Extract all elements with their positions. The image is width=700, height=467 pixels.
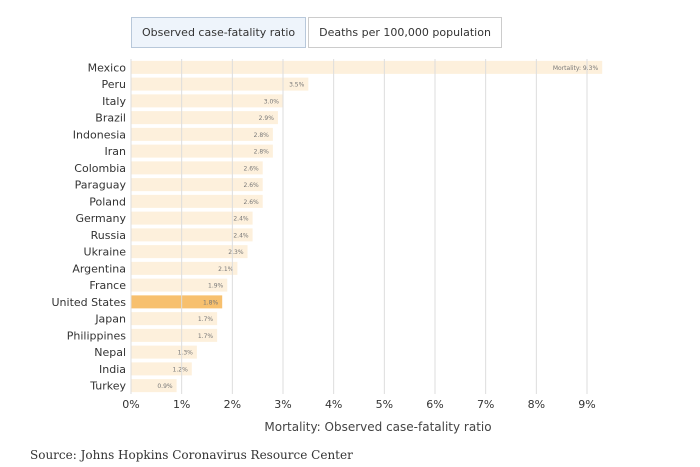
category-label: Ukraine (84, 246, 127, 259)
bar-germany (131, 211, 253, 225)
data-label: 3.0% (264, 98, 280, 105)
bar-colombia (131, 161, 263, 175)
data-label: Mortality: 9.3% (553, 65, 599, 72)
tab-deaths-per-100k[interactable]: Deaths per 100,000 population (308, 17, 502, 48)
data-label: 1.3% (178, 350, 194, 357)
data-label: 2.6% (243, 182, 259, 189)
data-label: 1.7% (198, 316, 214, 323)
bar-philippines (131, 328, 218, 342)
bar-paraguay (131, 178, 263, 192)
bar-poland (131, 194, 263, 208)
category-label: Philippines (67, 329, 127, 342)
data-label: 2.9% (259, 115, 275, 122)
category-label: Paraguay (75, 179, 127, 192)
category-label: Turkey (89, 380, 126, 393)
category-label: France (89, 279, 126, 292)
x-tick-label: 7% (477, 398, 494, 411)
source-caption: Source: Johns Hopkins Coronavirus Resour… (30, 448, 353, 462)
x-axis-title: Mortality: Observed case-fatality ratio (264, 420, 491, 434)
bar-india (131, 362, 192, 376)
bar-mexico (131, 60, 603, 74)
category-label: Mexico (88, 61, 127, 74)
data-label: 2.1% (218, 266, 234, 273)
x-tick-label: 8% (528, 398, 545, 411)
category-label: India (99, 363, 126, 376)
category-label: Argentina (72, 262, 126, 275)
category-label: United States (52, 296, 127, 309)
data-label: 1.2% (173, 366, 189, 373)
category-label: Nepal (94, 346, 126, 359)
bar-russia (131, 228, 253, 242)
data-label: 3.5% (289, 82, 305, 89)
metric-tabs: Observed case-fatality ratio Deaths per … (131, 17, 502, 48)
category-label: Russia (91, 229, 126, 242)
bar-indonesia (131, 127, 273, 141)
data-label: 1.7% (198, 333, 214, 340)
bar-ukraine (131, 245, 248, 259)
category-label: Brazil (95, 112, 126, 125)
bar-brazil (131, 111, 278, 125)
x-tick-label: 9% (578, 398, 595, 411)
data-label: 2.6% (243, 199, 259, 206)
mortality-bar-chart: Mexico Mortality: 9.3% Peru 3.5% Italy 3.0% Br… (52, 59, 603, 434)
x-tick-label: 5% (376, 398, 393, 411)
bar-turkey (131, 379, 177, 393)
data-label: 2.3% (228, 249, 244, 256)
bar-united-states (131, 295, 223, 309)
x-tick-label: 3% (274, 398, 291, 411)
data-label: 1.8% (203, 299, 219, 306)
data-label: 2.8% (254, 132, 270, 139)
category-label: Colombia (74, 162, 126, 175)
bar-nepal (131, 345, 197, 359)
x-tick-label: 6% (426, 398, 443, 411)
data-label: 0.9% (157, 383, 173, 390)
category-label: Poland (89, 195, 126, 208)
x-tick-label: 1% (173, 398, 190, 411)
data-label: 2.4% (233, 232, 249, 239)
data-label: 1.9% (208, 283, 224, 290)
category-label: Germany (75, 212, 126, 225)
x-tick-label: 4% (325, 398, 342, 411)
category-label: Peru (101, 78, 126, 91)
bar-italy (131, 94, 283, 108)
bar-argentina (131, 261, 238, 275)
bar-peru (131, 77, 309, 91)
x-tick-label: 0% (122, 398, 139, 411)
category-label: Japan (94, 313, 126, 326)
category-label: Indonesia (73, 128, 126, 141)
category-label: Iran (105, 145, 127, 158)
bar-france (131, 278, 228, 292)
data-label: 2.8% (254, 149, 270, 156)
tab-case-fatality-ratio[interactable]: Observed case-fatality ratio (131, 17, 307, 48)
bar-japan (131, 312, 218, 326)
data-label: 2.4% (233, 216, 249, 223)
category-label: Italy (102, 95, 126, 108)
data-label: 2.6% (243, 165, 259, 172)
x-tick-label: 2% (224, 398, 241, 411)
bar-iran (131, 144, 273, 158)
